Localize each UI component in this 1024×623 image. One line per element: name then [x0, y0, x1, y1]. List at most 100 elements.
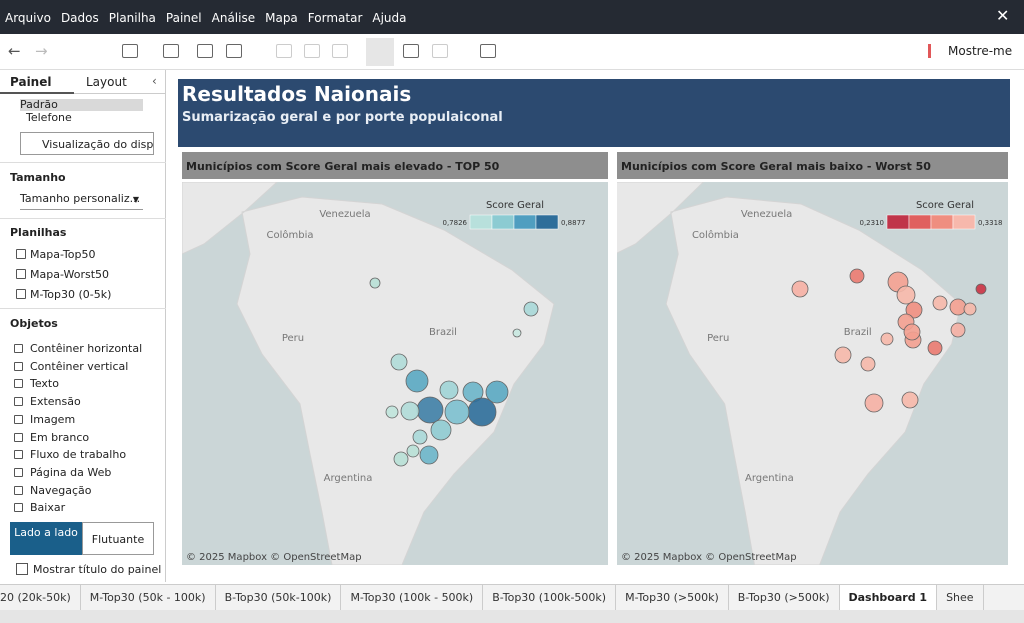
sheet-tab[interactable]: B-Top30 (50k-100k) — [216, 585, 342, 610]
dashboard-title: Resultados Naionais — [182, 82, 412, 106]
map-point — [932, 295, 948, 311]
new-dashboard[interactable] — [197, 44, 213, 58]
sheet-tab[interactable]: M-Top30 (100k - 500k) — [341, 585, 484, 610]
annotate[interactable] — [403, 44, 419, 58]
menu-item[interactable]: Análise — [211, 11, 256, 25]
sort-asc[interactable] — [304, 44, 320, 58]
map-point — [927, 340, 943, 356]
select-text: Tamanho personaliz... — [20, 192, 141, 205]
land — [617, 182, 962, 565]
map-point — [950, 322, 966, 338]
sheet[interactable]: Mapa-Top50 — [30, 248, 96, 261]
clear[interactable] — [226, 44, 242, 58]
object-icon — [14, 344, 23, 353]
place-label: Venezuela — [741, 209, 792, 220]
object[interactable]: Extensão — [30, 395, 81, 409]
legend-swatch — [886, 214, 910, 230]
map[interactable]: VenezuelaColômbiaPeruBrazilArgentinaScor… — [617, 182, 1008, 565]
map-point — [419, 445, 439, 465]
attribution: © 2025 Mapbox © OpenStreetMap — [186, 552, 362, 563]
new-datasource[interactable] — [122, 44, 138, 58]
sheet-tab[interactable]: 20 (20k-50k) — [0, 585, 81, 610]
legend-swatch — [535, 214, 559, 230]
show-me[interactable]: Mostre-me — [948, 44, 1013, 58]
tiled-button[interactable]: Lado a lado — [10, 522, 82, 555]
object-icon — [14, 379, 23, 389]
place-label: Brazil — [844, 327, 872, 338]
sheet-tab[interactable]: B-Top30 (>500k) — [729, 585, 840, 610]
device[interactable]: Padrão — [20, 99, 143, 111]
tab[interactable]: Painel — [0, 70, 74, 94]
new-sheet[interactable] — [163, 44, 179, 58]
menu-item[interactable]: Arquivo — [5, 11, 51, 25]
tab[interactable]: Layout — [74, 70, 166, 94]
sheet[interactable]: Mapa-Worst50 — [30, 268, 110, 281]
highlight-button[interactable] — [366, 38, 394, 66]
object[interactable]: Texto — [30, 377, 59, 391]
object[interactable]: Contêiner horizontal — [30, 342, 143, 355]
object[interactable]: Página da Web — [30, 465, 112, 479]
download[interactable] — [480, 44, 496, 58]
device[interactable]: Telefone — [26, 111, 72, 124]
object[interactable]: Baixar — [30, 501, 66, 515]
sheet-tab[interactable]: M-Top30 (50k - 100k) — [81, 585, 216, 610]
size-select[interactable]: Tamanho personaliz... ▼ — [20, 192, 143, 210]
sort-desc[interactable] — [332, 44, 348, 58]
map[interactable]: VenezuelaColômbiaPeruBrazilArgentinaScor… — [182, 182, 608, 565]
map-point — [905, 301, 923, 319]
sheet-tabs: 20 (20k-50k) M-Top30 (50k - 100k) B-Top30 … — [0, 584, 1024, 610]
place-label: Peru — [707, 333, 729, 344]
sheet-tab[interactable]: M-Top30 (>500k) — [616, 585, 729, 610]
preview-button[interactable]: Visualização do dispos — [20, 132, 154, 155]
map-point — [849, 268, 865, 284]
toolbar: ← → Mostre-me — [0, 34, 1024, 70]
legend-swatch — [952, 214, 976, 230]
sheet-tab[interactable]: Dashboard 1 — [839, 585, 938, 610]
sheet-tab[interactable]: Shee — [937, 585, 984, 610]
sheet-tab[interactable]: B-Top30 (100k-500k) — [483, 585, 617, 610]
menu-item[interactable]: Painel — [165, 11, 202, 25]
redo[interactable]: → — [35, 42, 48, 60]
menu-item[interactable]: Ajuda — [372, 11, 407, 25]
object-icon — [14, 450, 23, 460]
collapse[interactable]: ‹ — [152, 74, 157, 88]
menu-item[interactable]: Planilha — [108, 11, 156, 25]
map-point — [791, 280, 809, 298]
sheet-icon — [16, 249, 26, 259]
checkbox[interactable] — [16, 563, 28, 575]
object[interactable]: Fluxo de trabalho — [30, 448, 127, 462]
object[interactable]: Contêiner vertical — [30, 359, 129, 373]
map-point — [416, 396, 444, 424]
map-point — [400, 401, 420, 421]
land — [182, 182, 555, 565]
attribution: © 2025 Mapbox © OpenStreetMap — [621, 552, 797, 563]
object[interactable]: Navegação — [30, 483, 92, 497]
legend-max: 0,3318 — [978, 219, 1003, 227]
map-point — [385, 405, 399, 419]
sheet-icon — [16, 269, 26, 279]
heading: Objetos — [10, 317, 58, 330]
map-point — [439, 380, 459, 400]
legend-max: 0,8877 — [561, 219, 586, 227]
legend-title: Score Geral — [486, 200, 544, 211]
menu-item[interactable]: Mapa — [265, 11, 298, 25]
menu-item[interactable]: Dados — [60, 11, 99, 25]
divider — [0, 162, 166, 163]
undo[interactable]: ← — [8, 42, 21, 60]
floating-button[interactable]: Flutuante — [82, 522, 154, 555]
map-point — [430, 419, 452, 441]
object[interactable]: Em branco — [30, 430, 90, 444]
place-label: Colômbia — [267, 229, 314, 241]
fit[interactable] — [432, 44, 448, 58]
object[interactable]: Imagem — [30, 412, 76, 426]
sheet[interactable]: M-Top30 (0-5k) — [30, 288, 112, 301]
menu-item[interactable]: Formatar — [307, 11, 363, 25]
close-button[interactable]: ✕ — [996, 6, 1010, 25]
map-point — [896, 285, 916, 305]
map-title: Municípios com Score Geral mais baixo - … — [617, 152, 1008, 179]
heading: Planilhas — [10, 226, 67, 239]
swap[interactable] — [276, 44, 292, 58]
place-label: Colômbia — [692, 229, 739, 241]
object-icon — [14, 414, 23, 424]
